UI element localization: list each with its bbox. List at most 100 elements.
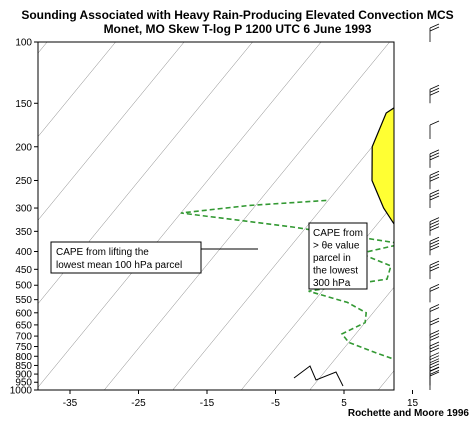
wind-barb-flag — [429, 149, 440, 155]
pressure-tick-label: 200 — [15, 142, 32, 153]
surface-parcel-lines — [293, 365, 344, 387]
annotation-theta-e-line: the lowest — [313, 266, 358, 277]
wind-barb-flag — [429, 236, 440, 242]
cape-fills — [372, 107, 475, 354]
wind-barb-flag — [429, 333, 440, 338]
wind-barb-flag — [429, 266, 440, 272]
annotation-theta-e-line: 300 hPa — [313, 278, 351, 289]
wind-barb-flag — [429, 360, 440, 366]
pressure-tick-label: 650 — [15, 320, 32, 331]
wind-barb-flag — [429, 330, 440, 335]
temp-tick-label: 5 — [341, 398, 347, 409]
pressure-tick-label: 550 — [15, 295, 32, 306]
pressure-tick-label: 800 — [15, 352, 32, 363]
wind-barb-flag — [429, 220, 440, 225]
wind-barb-flag — [429, 344, 440, 350]
parcel-theta-e-line — [400, 103, 475, 382]
pressure-tick-label: 350 — [15, 227, 32, 238]
isotherm-line — [309, 286, 394, 390]
wind-barb-flag — [429, 23, 440, 29]
pressure-tick-label: 400 — [15, 247, 32, 258]
wind-barb-flag — [429, 189, 440, 195]
wind-barb-flag — [429, 287, 440, 292]
wind-barb-flag — [429, 26, 440, 32]
isotherm-line — [104, 42, 390, 390]
wind-barb-flag — [429, 84, 440, 90]
temp-tick-label: -15 — [200, 398, 215, 409]
wind-barb-flag — [429, 239, 440, 245]
parcel-mean-layer-line — [371, 107, 394, 226]
temperature-line — [415, 42, 475, 390]
wind-barb-flag — [429, 263, 440, 269]
wind-barb-flag — [429, 87, 440, 93]
pressure-tick-label: 900 — [15, 370, 32, 381]
wind-barb-flag — [429, 192, 440, 198]
pressure-tick-label: 950 — [15, 378, 32, 389]
wind-barb-flag — [429, 226, 440, 231]
isotherm-line — [172, 119, 394, 390]
pressure-tick-label: 500 — [15, 281, 32, 292]
pressure-tick-label: 750 — [15, 342, 32, 353]
wind-barb-flag — [429, 371, 440, 377]
isotherm-line — [38, 42, 185, 221]
wind-barb-flag — [429, 284, 440, 289]
plot-frame — [37, 41, 395, 391]
isotherm-line — [241, 203, 394, 390]
pressure-tick-label: 300 — [15, 204, 32, 215]
wind-barb-flag — [429, 242, 440, 248]
pressure-tick-label: 1000 — [10, 386, 33, 397]
wind-barb-flag — [429, 367, 440, 372]
annotation-mean-line: CAPE from lifting the — [56, 247, 149, 258]
chart-subtitle: Monet, MO Skew T-log P 1200 UTC 6 June 1… — [103, 22, 372, 36]
annotation-theta-e-line: > θe value — [313, 241, 360, 252]
isotherm-line — [447, 42, 475, 390]
pressure-tick-label: 250 — [15, 176, 32, 187]
wind-barb-flag — [429, 245, 440, 251]
pressure-tick-label: 600 — [15, 308, 32, 319]
isotherm-line — [38, 42, 253, 305]
annotation-theta-e-line: parcel in — [313, 253, 351, 264]
pressure-tick-label: 850 — [15, 361, 32, 372]
wind-barb-flag — [429, 170, 440, 176]
chart-title: Sounding Associated with Heavy Rain-Prod… — [21, 8, 454, 22]
annotation-mean-line: lowest mean 100 hPa parcel — [56, 260, 182, 271]
annotation-box-mean — [50, 241, 202, 274]
sounding-lines — [180, 42, 475, 390]
wind-barb-flag — [429, 260, 440, 266]
wind-barb-flag — [429, 341, 440, 347]
credit-text: Rochette and Moore 1996 — [347, 408, 469, 419]
temp-tick-label: -25 — [131, 398, 146, 409]
temp-tick-label: -35 — [63, 398, 78, 409]
wind-barb-flag — [429, 358, 440, 364]
pressure-tick-label: 450 — [15, 265, 32, 276]
pressure-tick-label: 150 — [15, 99, 32, 110]
pressure-tick-label: 100 — [15, 38, 32, 49]
wind-barb-flag — [429, 120, 440, 126]
temperature-axis: -35-25-15-551525 — [63, 390, 419, 409]
wind-barb-flag — [429, 363, 440, 369]
wind-barb-flag — [429, 217, 440, 222]
wind-barb-flag — [429, 336, 440, 341]
isotherm-grid — [38, 42, 475, 390]
cape-low-fill — [461, 315, 475, 354]
wind-barb-flag — [429, 317, 440, 323]
wind-barb-flag — [429, 347, 440, 353]
pressure-tick-label: 700 — [15, 332, 32, 343]
annotations: CAPE from lifting the lowest mean 100 hPa… — [50, 222, 368, 290]
wind-barb-flag — [429, 320, 440, 326]
annotation-theta-e-line: CAPE from — [313, 228, 363, 239]
wind-barb-flag — [429, 352, 440, 358]
wind-barb-flag — [429, 152, 440, 158]
wind-barb-flag — [429, 355, 440, 361]
wind-barb-flag — [429, 155, 440, 161]
wind-barbs — [429, 23, 440, 390]
wind-barb-flag — [429, 304, 440, 309]
temp-tick-label: 15 — [407, 398, 419, 409]
wind-barb-flag — [429, 223, 440, 228]
wind-barb-flag — [429, 195, 440, 201]
isotherm-line — [38, 42, 322, 388]
isotherm-line — [38, 42, 116, 138]
cape-mean-fill — [372, 107, 394, 224]
wind-barb-flag — [429, 90, 440, 96]
